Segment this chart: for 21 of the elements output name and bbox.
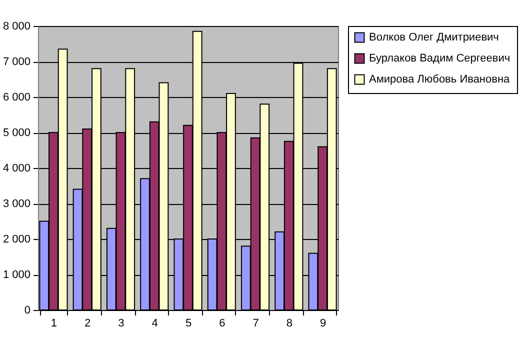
x-tick-label: 6 [219,318,226,330]
x-tick-label: 7 [252,318,259,330]
legend-label: Амирова Любовь Ивановна [369,74,511,86]
y-tick-label: 3 000 [2,198,30,210]
x-tick-label: 8 [286,318,292,330]
y-tick-label: 5 000 [2,127,30,139]
y-tick-label: 4 000 [2,162,30,174]
x-tick-label: 1 [50,318,58,330]
y-tick-label: 0 [24,304,30,316]
y-tick-label: 7 000 [2,56,30,68]
x-tick-label: 4 [152,318,158,330]
y-tick-label: 2 000 [2,234,30,246]
y-tick-label: 8 000 [2,20,30,32]
y-tick-label: 1 000 [2,269,30,281]
x-tick-label: 2 [84,318,91,330]
x-tick-label: 9 [320,318,326,330]
x-tick-label: 3 [118,318,124,330]
y-tick-label: 6 000 [2,92,30,104]
legend-label: Бурлаков Вадим Сергеевич [369,52,510,64]
x-tick-label: 5 [185,318,192,330]
legend-label: Волков Олег Дмитриевич [369,32,499,44]
